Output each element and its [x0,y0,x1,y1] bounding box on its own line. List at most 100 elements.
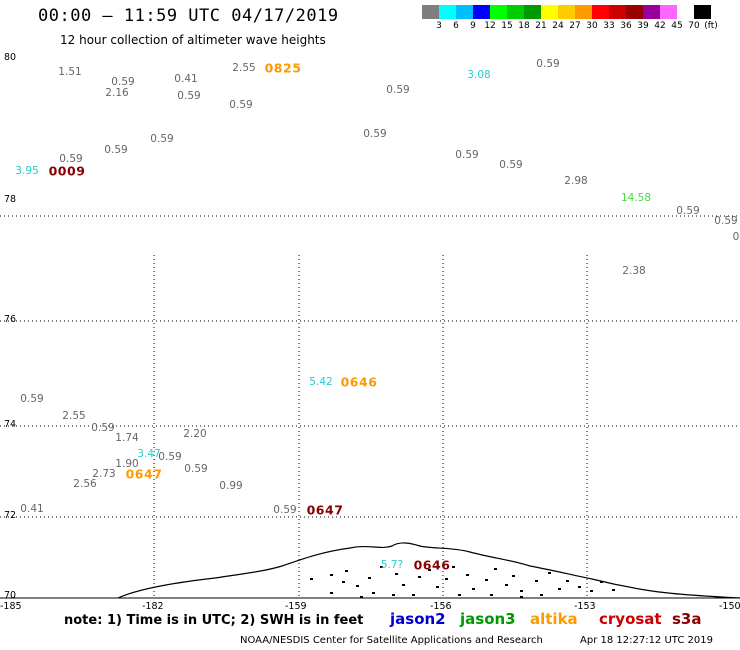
coastline-feature [458,594,461,596]
coastline-feature [535,580,538,582]
wave-height-label: 0.59 [536,58,560,70]
coastline-feature [512,575,515,577]
graticule [0,215,740,598]
map-subtitle: 12 hour collection of altimeter wave hei… [60,33,326,47]
legend-swatch [558,5,575,19]
wave-height-label: 0.59 [158,451,182,463]
wave-height-label: 5.7? [380,559,404,571]
legend-label: 42 [654,21,666,31]
wave-height-label: 1.51 [58,66,82,78]
legend-swatch [473,5,490,19]
wave-height-label: 3.08 [467,69,491,81]
legend-label: 12 [484,21,496,31]
legend-label: 3 [436,21,442,31]
coastline-feature [372,592,375,594]
coastline-feature [418,576,421,578]
wave-height-label: 0.59 [273,504,297,516]
coastline-feature [466,574,469,576]
lon-label: -150 [719,601,740,612]
coastline-feature [494,568,497,570]
wave-height-label: 0.59 [91,422,115,434]
legend-swatch [422,5,439,19]
credit-line: NOAA/NESDIS Center for Satellite Applica… [240,635,543,646]
wave-height-label: 0.59 [104,144,128,156]
generated-timestamp: Apr 18 12:27:12 UTC 2019 [580,635,713,646]
legend-label: 36 [620,21,632,31]
satellite-legend-cryosat: cryosat [599,610,662,628]
coastline-feature [490,594,493,596]
coastline-feature [380,566,383,568]
coastline-feature [436,586,439,588]
color-legend-labels: 3 6 9 12 15 18 21 24 27 30 33 36 39 42 45 70 (ft) [422,21,740,33]
legend-swatch [439,5,456,19]
pass-time-label: 0825 [264,60,302,76]
pass-time-label: 0647 [125,466,163,482]
legend-label: 30 [586,21,598,31]
color-legend [422,5,711,19]
coastline-feature [445,578,448,580]
coastline-features [310,566,615,598]
wave-height-label: 0.59 [184,463,208,475]
coastline-feature [330,592,333,594]
coastline-feature [600,581,603,583]
wave-height-label: 0.59 [111,76,135,88]
legend-swatch [609,5,626,19]
legend-swatch [677,5,694,19]
coastline-feature [356,585,359,587]
wave-height-label: 2.20 [183,428,207,440]
coastline-feature [505,584,508,586]
wave-height-label: 0.41 [20,503,44,515]
legend-swatch [575,5,592,19]
wave-height-label: 2.56 [73,478,97,490]
legend-swatch [694,5,711,19]
coastline-feature [412,594,415,596]
wave-height-label: 0.59 [177,90,201,102]
wave-height-label: 2.73 [92,468,116,480]
coastline-feature [472,588,475,590]
coastline-feature [368,577,371,579]
legend-swatch [626,5,643,19]
coastline-feature [345,570,348,572]
coastline-alaska [117,542,740,599]
lon-label: -185 [0,601,22,612]
coastline-feature [402,584,405,586]
wave-height-label: 2.55 [62,410,86,422]
coastline-feature [520,590,523,592]
legend-swatch [490,5,507,19]
satellite-legend-s3a: s3a [672,610,702,628]
coastline-feature [558,588,561,590]
coastline-feature [612,589,615,591]
wave-height-label: 1.74 [115,432,139,444]
lat-label: 80 [4,52,17,63]
legend-swatch [456,5,473,19]
footnote: note: 1) Time is in UTC; 2) SWH is in fe… [64,613,364,628]
coastline-feature [485,579,488,581]
legend-swatch [643,5,660,19]
coastline-feature [520,596,523,598]
coastline-feature [566,580,569,582]
pass-time-label: 0646 [413,557,451,573]
wave-height-label: 0.59 [455,149,479,161]
coastline-feature [392,594,395,596]
wave-height-label: 2.38 [622,265,646,277]
lon-label: -182 [142,601,164,612]
satellite-legend-altika: altika [530,610,578,628]
legend-label: 15 [501,21,513,31]
legend-label: 33 [603,21,615,31]
wave-height-label: 0.59 [363,128,387,140]
legend-label: 27 [569,21,581,31]
wave-height-label: 0.59 [229,99,253,111]
legend-label: 18 [518,21,530,31]
wave-height-label: 3.47 [137,448,161,460]
wave-height-label: 0.59 [676,205,700,217]
lon-label: -159 [285,601,307,612]
lon-label: -156 [430,601,452,612]
pass-time-label: 0646 [340,374,378,390]
coastline-feature [578,586,581,588]
coastline-feature [395,573,398,575]
wave-height-label: 0.59 [20,393,44,405]
coastline-feature [548,572,551,574]
pass-time-label: 0009 [48,163,86,179]
coastline-feature [540,594,543,596]
lat-label: 74 [4,419,17,430]
